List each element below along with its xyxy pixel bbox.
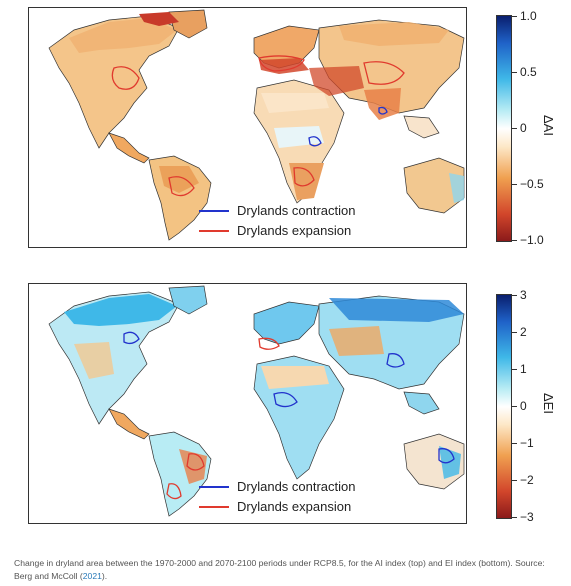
blue-line-swatch bbox=[199, 486, 229, 488]
ei-colorbar bbox=[496, 294, 512, 519]
ai-colorbar-label: ΔAI bbox=[541, 115, 556, 136]
arctic-canada-region bbox=[139, 12, 179, 26]
contraction-contour bbox=[308, 136, 322, 147]
south-america-landmass bbox=[148, 431, 212, 517]
ei-tick: 3 bbox=[512, 288, 527, 302]
expansion-contour bbox=[168, 176, 195, 197]
sahara-region bbox=[261, 366, 329, 389]
south-asia-region bbox=[364, 88, 401, 120]
central-america-landmass bbox=[108, 132, 150, 164]
ei-colorbar-label: ΔEI bbox=[541, 393, 556, 414]
legend-item-expansion: Drylands expansion bbox=[199, 497, 356, 517]
expansion-contour bbox=[258, 55, 305, 72]
ei-tick: 2 bbox=[512, 325, 527, 339]
east-australia-region bbox=[439, 446, 461, 479]
ai-colorbar bbox=[496, 15, 512, 242]
ai-tick: 0 bbox=[512, 121, 527, 135]
expansion-contour bbox=[363, 61, 405, 85]
ei-world-map bbox=[48, 285, 465, 517]
contraction-contour bbox=[378, 106, 388, 115]
caption-end: ). bbox=[101, 571, 108, 581]
sahara-region bbox=[261, 93, 329, 113]
middle-east-region bbox=[309, 66, 364, 96]
southeast-asia-landmass bbox=[403, 115, 440, 139]
caption-text: Change in dryland area between the 1970-… bbox=[14, 558, 545, 581]
central-america-landmass bbox=[108, 408, 150, 440]
contraction-contour bbox=[438, 448, 455, 464]
ai-tick: −0.5 bbox=[512, 177, 544, 191]
legend-label: Drylands expansion bbox=[237, 223, 352, 238]
expansion-contour bbox=[258, 337, 280, 350]
europe-landmass bbox=[253, 301, 320, 345]
ei-tick: −1 bbox=[512, 436, 534, 450]
greenland-landmass bbox=[168, 9, 208, 39]
ai-map-panel: Drylands contraction Drylands expansion bbox=[28, 7, 467, 248]
legend-label: Drylands contraction bbox=[237, 479, 356, 494]
legend-item-contraction: Drylands contraction bbox=[199, 201, 356, 221]
legend-label: Drylands contraction bbox=[237, 203, 356, 218]
ei-map-panel: Drylands contraction Drylands expansion bbox=[28, 283, 467, 524]
southeast-asia-landmass bbox=[403, 391, 440, 415]
red-line-swatch bbox=[199, 506, 229, 508]
canada-region bbox=[69, 18, 177, 53]
ai-tick: 1.0 bbox=[512, 9, 537, 23]
amazon-region bbox=[159, 166, 199, 193]
greenland-landmass bbox=[168, 285, 208, 315]
contraction-contour bbox=[123, 331, 140, 345]
ai-map-legend: Drylands contraction Drylands expansion bbox=[199, 201, 356, 241]
east-australia-region bbox=[449, 173, 464, 203]
red-line-swatch bbox=[199, 230, 229, 232]
ai-world-map bbox=[48, 9, 465, 241]
expansion-contour bbox=[186, 453, 205, 471]
equatorial-africa-region bbox=[274, 126, 324, 148]
blue-line-swatch bbox=[199, 210, 229, 212]
siberia-region bbox=[329, 298, 464, 322]
contraction-contour bbox=[386, 353, 405, 368]
ei-tick: 0 bbox=[512, 399, 527, 413]
ei-map-legend: Drylands contraction Drylands expansion bbox=[199, 477, 356, 517]
ai-tick: 0.5 bbox=[512, 65, 537, 79]
contraction-contour bbox=[273, 391, 298, 408]
ei-tick: −2 bbox=[512, 473, 534, 487]
siberia-region bbox=[339, 22, 449, 46]
central-asia-region bbox=[329, 326, 384, 356]
legend-item-expansion: Drylands expansion bbox=[199, 221, 356, 241]
ei-tick: −3 bbox=[512, 510, 534, 524]
ai-tick: −1.0 bbox=[512, 233, 544, 247]
north-america-landmass bbox=[48, 291, 180, 425]
western-us-region bbox=[74, 342, 114, 379]
canada-region bbox=[64, 294, 177, 326]
expansion-contour bbox=[111, 66, 140, 90]
figure-caption: Change in dryland area between the 1970-… bbox=[14, 557, 559, 583]
expansion-contour bbox=[166, 483, 182, 500]
australia-landmass bbox=[403, 157, 465, 214]
legend-item-contraction: Drylands contraction bbox=[199, 477, 356, 497]
citation-link[interactable]: 2021 bbox=[82, 571, 102, 581]
legend-label: Drylands expansion bbox=[237, 499, 352, 514]
southern-africa-region bbox=[289, 163, 324, 200]
ei-tick: 1 bbox=[512, 362, 527, 376]
expansion-contour bbox=[293, 167, 315, 187]
